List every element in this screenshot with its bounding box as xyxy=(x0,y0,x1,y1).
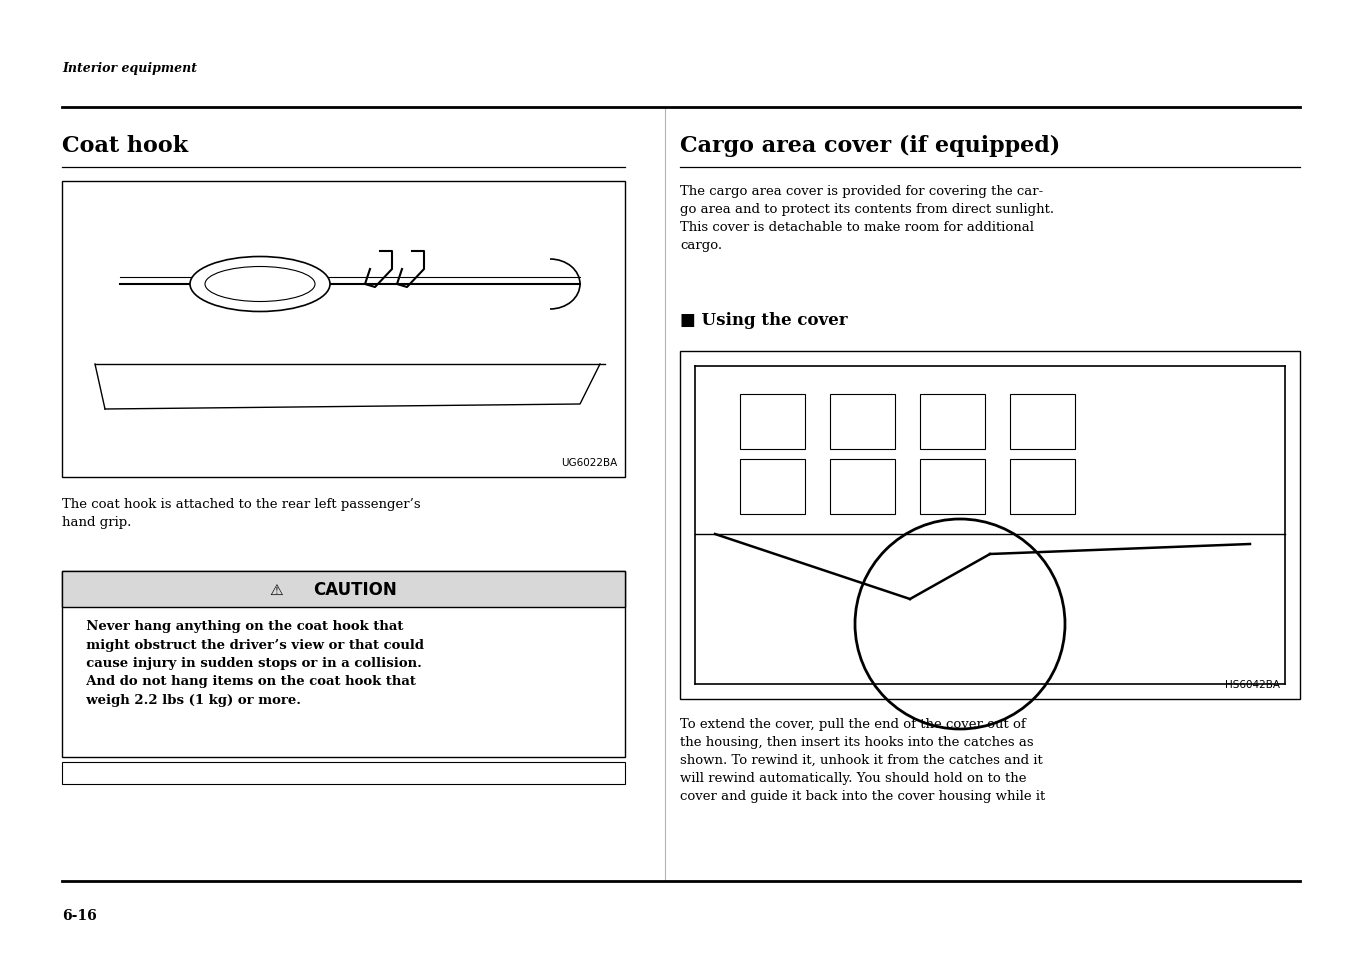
Text: ⚠: ⚠ xyxy=(269,582,283,597)
Bar xyxy=(740,395,804,450)
Text: 6-16: 6-16 xyxy=(62,908,97,923)
Bar xyxy=(830,459,895,515)
Text: ■ Using the cover: ■ Using the cover xyxy=(680,312,848,329)
Text: Cargo area cover (if equipped): Cargo area cover (if equipped) xyxy=(680,134,1060,157)
Text: Coat hook: Coat hook xyxy=(62,135,188,157)
Bar xyxy=(919,395,986,450)
Text: HS6042BA: HS6042BA xyxy=(1225,679,1280,689)
Text: Interior equipment: Interior equipment xyxy=(62,62,197,75)
Bar xyxy=(62,572,625,758)
Ellipse shape xyxy=(191,257,330,313)
Text: UG6022BA: UG6022BA xyxy=(561,457,617,468)
Bar xyxy=(919,459,986,515)
Bar xyxy=(830,395,895,450)
Text: The cargo area cover is provided for covering the car-
go area and to protect it: The cargo area cover is provided for cov… xyxy=(680,185,1055,252)
Text: Never hang anything on the coat hook that
  might obstruct the driver’s view or : Never hang anything on the coat hook tha… xyxy=(77,619,425,706)
Text: To extend the cover, pull the end of the cover out of
the housing, then insert i: To extend the cover, pull the end of the… xyxy=(680,718,1045,802)
Bar xyxy=(1010,395,1075,450)
Bar xyxy=(680,352,1301,700)
Bar xyxy=(740,459,804,515)
Ellipse shape xyxy=(206,267,315,302)
Bar xyxy=(1010,459,1075,515)
Text: The coat hook is attached to the rear left passenger’s
hand grip.: The coat hook is attached to the rear le… xyxy=(62,497,420,529)
Bar xyxy=(62,572,625,607)
Bar xyxy=(62,182,625,477)
Bar xyxy=(62,762,625,784)
Text: CAUTION: CAUTION xyxy=(312,580,396,598)
